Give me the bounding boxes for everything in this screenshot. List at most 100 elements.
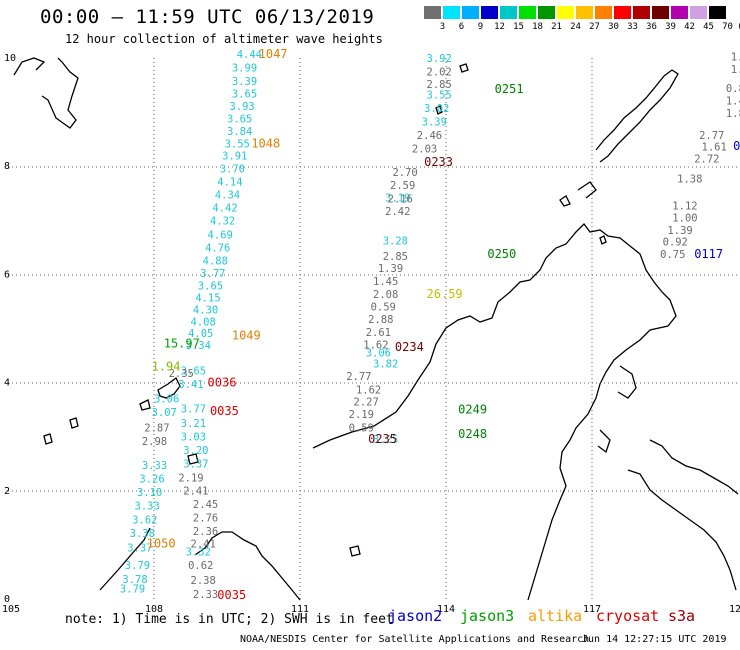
legend-label: 18 (532, 22, 543, 32)
wave-height-label: 2.19 (178, 473, 203, 485)
coast-borneo (312, 223, 677, 601)
x-tick-label: 117 (583, 604, 601, 615)
wave-height-label: 1.62 (363, 340, 388, 352)
wave-height-label: 3.39 (232, 76, 257, 88)
wave-height-label: 3.28 (383, 236, 408, 248)
wave-height-label: 0.59 (371, 302, 396, 314)
wave-height-label: 2.85 (427, 79, 452, 91)
pass-time-label: 0036 (208, 375, 237, 389)
wave-height-label: 2.45 (193, 499, 218, 511)
legend-label: 70 (722, 22, 733, 32)
island-natuna (157, 377, 181, 399)
wave-height-label: 2.35 (169, 368, 194, 380)
wave-height-label: 1.00 (672, 212, 697, 224)
wave-height-label: 2.88 (368, 314, 393, 326)
wave-height-label: 3.99 (232, 63, 257, 75)
wave-height-label: 3.77 (181, 403, 206, 415)
wave-height-label: 4.14 (217, 177, 242, 189)
wave-height-label: 3.33 (135, 501, 160, 513)
pass-time-label: 15.97 (164, 336, 200, 350)
y-axis-ticks: 0 2 4 6 8 10 (4, 53, 16, 605)
wave-height-label: 3.03 (181, 431, 206, 443)
legend-unit: (ft) (736, 22, 740, 32)
wave-height-label: 3.79 (120, 584, 145, 596)
satellite-s3a: s3a (668, 607, 696, 625)
wave-height-label: 4.42 (212, 203, 237, 215)
wave-height-label: 4.76 (205, 243, 230, 255)
wave-height-label: 3.32 (186, 547, 211, 559)
wave-height-label: 1.62 (356, 384, 381, 396)
legend-swatch (690, 6, 707, 19)
legend-label: 45 (703, 22, 714, 32)
wave-height-label: 2.98 (142, 436, 167, 448)
pass-time-label: 0250 (487, 247, 516, 261)
track-cyan-west: 4.443.993.393.653.933.653.843.553.913.70… (178, 49, 262, 391)
legend-label: 39 (665, 22, 676, 32)
pass-time-label: 0249 (458, 402, 487, 416)
y-tick-label: 8 (4, 161, 10, 172)
pass-time-label: 0251 (495, 82, 524, 96)
wave-height-label: 3.25 (373, 434, 398, 446)
y-tick-label: 0 (4, 594, 10, 605)
legend-label: 33 (627, 22, 638, 32)
legend-label: 9 (477, 22, 484, 32)
wave-height-label: 3.91 (222, 151, 247, 163)
wave-height-label: 0.80 (726, 83, 740, 95)
wave-height-label: 2.59 (390, 180, 415, 192)
legend-swatch (709, 6, 726, 19)
legend-label: 36 (646, 22, 657, 32)
wave-height-label: 1.45 (373, 276, 398, 288)
wave-height-label: 3.34 (186, 340, 211, 352)
pass-time-label: 0248 (458, 427, 487, 441)
wave-height-label: 1.12 (672, 200, 697, 212)
x-tick-label: 105 (2, 604, 20, 615)
legend-label: 24 (570, 22, 581, 32)
wave-height-label: 3.26 (139, 474, 164, 486)
track-gray-east: 2.022.852.462.032.702.592.162.422.851.39… (346, 66, 452, 434)
wave-height-label: 1.39 (667, 225, 692, 237)
wave-height-label: 4.15 (195, 292, 220, 304)
wave-height-label: 2.87 (144, 422, 169, 434)
wave-height-label: 2.42 (385, 206, 410, 218)
footnote: note: 1) Time is in UTC; 2) SWH is in fe… (65, 612, 394, 627)
chart-title: 00:00 – 11:59 UTC 06/13/2019 (40, 6, 375, 28)
x-axis-ticks: 105 108 111 114 117 120 (2, 604, 740, 615)
wave-height-label: 2.19 (349, 409, 374, 421)
wave-height-label: 0.75 (660, 249, 685, 261)
legend-swatch (614, 6, 631, 19)
legend-swatch (671, 6, 688, 19)
wave-height-label: 3.79 (125, 560, 150, 572)
wave-height-label: 3.06 (366, 348, 391, 360)
wave-height-label: 4.30 (193, 304, 218, 316)
wave-height-label: 3.02 (424, 103, 449, 115)
wave-height-label: 3.65 (227, 113, 252, 125)
satellite-jason2: jason2 (388, 607, 443, 625)
wave-height-label: 3.20 (183, 445, 208, 457)
wave-height-label: 1.44 (726, 96, 740, 108)
pass-time-label: 1.94 (152, 360, 181, 374)
wave-height-label: 0.59 (349, 422, 374, 434)
pass-time-label: 1050 (147, 537, 176, 551)
wave-height-label: 3.55 (225, 138, 250, 150)
legend-swatch (519, 6, 536, 19)
legend-swatch (538, 6, 555, 19)
wave-height-label: 3.10 (137, 487, 162, 499)
x-tick-label: 114 (437, 604, 455, 615)
wave-height-label: 2.16 (388, 193, 413, 205)
wave-height-label: 0.62 (188, 560, 213, 572)
pass-time-label: 0 (733, 139, 740, 153)
wave-height-label: 3.06 (154, 394, 179, 406)
wave-height-label: 2.33 (193, 589, 218, 601)
wave-height-label: 2.03 (412, 144, 437, 156)
wave-height-label: 4.69 (208, 230, 233, 242)
wave-height-label: 3.78 (122, 574, 147, 586)
y-tick-label: 6 (4, 269, 10, 280)
wave-height-label: 3.21 (181, 418, 206, 430)
legend-swatch (443, 6, 460, 19)
x-tick-label: 120 (729, 604, 740, 615)
wave-height-label: 3.37 (127, 542, 152, 554)
wave-height-label: 1.39 (378, 263, 403, 275)
pass-time-label: 1048 (251, 136, 280, 150)
wave-height-label: 2.36 (193, 526, 218, 538)
